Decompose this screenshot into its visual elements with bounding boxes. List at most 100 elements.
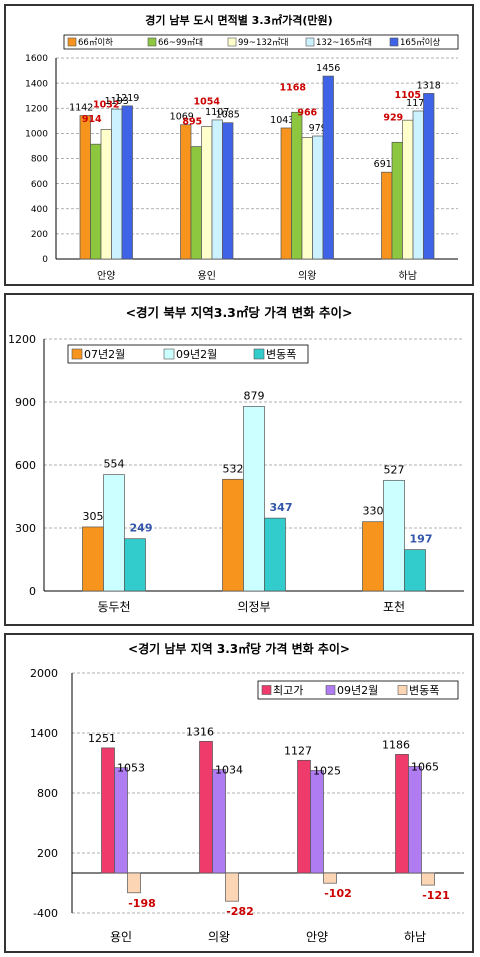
legend-entry-09년2월: 09년2월	[337, 684, 378, 697]
legend-entry-165㎡이상: 165㎡이상	[400, 37, 441, 48]
chart-title: 경기 남부 도시 면적별 3.3㎡가격(만원)	[145, 13, 332, 27]
bar-하남-165㎡이상	[423, 93, 435, 260]
y-tick-label: 1400	[25, 79, 48, 89]
y-tick-label: 1200	[25, 104, 48, 114]
bar-포천-07년2월	[362, 521, 384, 592]
legend-entry-변동폭: 변동폭	[409, 684, 439, 697]
bar-의정부-09년2월	[243, 406, 265, 592]
data-label: 879	[244, 389, 265, 402]
y-tick-label: 0	[42, 255, 48, 265]
data-label: 249	[130, 522, 153, 535]
chart-title: <경기 북부 지역3.3㎡당 가격 변화 추이>	[126, 305, 353, 320]
bar-안양-최고가	[297, 759, 311, 874]
bar-안양-132~165㎡대	[111, 108, 123, 260]
bar-동두천-09년2월	[103, 474, 125, 592]
bar-용인-99~132㎡대	[201, 126, 213, 260]
data-label: 1142	[69, 103, 93, 114]
data-label: -121	[422, 889, 450, 902]
bar-의왕-132~165㎡대	[312, 135, 324, 260]
bar-하남-132~165㎡대	[412, 110, 424, 260]
data-label: 305	[83, 510, 104, 523]
chart-panel-south-change: <경기 남부 지역 3.3㎡당 가격 변화 추이> -400 200 800 1400 2…	[4, 633, 474, 953]
bar-안양-09년2월	[310, 770, 324, 874]
y-tick-label: 1400	[30, 727, 58, 740]
data-label: 1186	[382, 738, 410, 751]
chart-panel-north-change: <경기 북부 지역3.3㎡당 가격 변화 추이> 0 300 600 900 1200 30…	[4, 293, 474, 626]
y-tick-label: 200	[37, 847, 58, 860]
y-tick-label: 1000	[25, 130, 48, 140]
x-tick-label-용인: 용인	[198, 270, 216, 282]
data-label: -198	[128, 897, 156, 910]
data-label: 1107	[205, 107, 229, 118]
y-tick-label: 900	[15, 396, 36, 409]
x-tick-label-동두천: 동두천	[97, 599, 130, 614]
x-tick-label-하남: 하남	[404, 930, 426, 944]
bar-의왕-09년2월	[212, 769, 226, 874]
data-label: -282	[226, 905, 254, 918]
bar-의왕-165㎡이상	[322, 75, 334, 260]
y-tick-label: 0	[29, 585, 36, 598]
data-label: 1456	[316, 63, 340, 74]
bar-의왕-66㎡이하	[280, 127, 292, 260]
data-label: 1127	[284, 744, 312, 757]
bar-포천-09년2월	[383, 479, 405, 592]
data-label: 966	[297, 108, 317, 119]
legend-entry-07년2월: 07년2월	[84, 348, 125, 361]
bar-용인-최고가	[101, 747, 115, 874]
data-label: 1043	[270, 115, 294, 126]
y-tick-label: 800	[37, 787, 58, 800]
bar-하남-99~132㎡대	[402, 119, 414, 260]
bar-안양-66㎡이하	[79, 115, 91, 260]
y-tick-label: -400	[33, 907, 58, 920]
y-tick-label: 400	[31, 205, 48, 215]
x-tick-label-안양: 안양	[306, 930, 328, 944]
data-label: 532	[223, 462, 244, 475]
y-tick-label: 200	[31, 230, 48, 240]
chart-south-price-change: <경기 남부 지역 3.3㎡당 가격 변화 추이> -400 200 800 1400 2…	[30, 641, 464, 944]
chart-title: <경기 남부 지역 3.3㎡당 가격 변화 추이>	[128, 641, 350, 656]
legend-entry-66~99㎡대: 66~99㎡대	[158, 38, 203, 48]
bar-의왕-66~99㎡대	[291, 111, 303, 260]
bar-하남-변동폭	[421, 872, 435, 886]
legend-box	[257, 680, 459, 700]
legend-swatch-99~132㎡대	[227, 37, 237, 47]
data-label: 347	[270, 501, 293, 514]
bar-의왕-99~132㎡대	[301, 137, 313, 260]
legend-entry-09년2월: 09년2월	[176, 348, 217, 361]
data-label: -102	[324, 887, 352, 900]
bar-의정부-07년2월	[222, 478, 244, 592]
data-label: 1053	[117, 762, 145, 775]
bar-안양-165㎡이상	[121, 105, 133, 260]
bar-하남-09년2월	[408, 766, 422, 874]
x-tick-label-하남: 하남	[399, 269, 417, 282]
x-tick-label-의정부: 의정부	[237, 600, 270, 614]
data-label: 1316	[186, 725, 214, 738]
chart-north-price-change: <경기 북부 지역3.3㎡당 가격 변화 추이> 0 300 600 900 1200 30…	[8, 305, 464, 614]
y-tick-label: 600	[31, 180, 48, 190]
bar-하남-66~99㎡대	[391, 141, 403, 260]
data-label: 1054	[194, 97, 221, 108]
legend-entry-99~132㎡대: 99~132㎡대	[238, 38, 288, 48]
data-label: 527	[384, 463, 405, 476]
bar-안양-변동폭	[323, 872, 337, 884]
data-label: 1168	[280, 82, 307, 93]
legend-entry-최고가: 최고가	[273, 684, 303, 697]
y-tick-label: 300	[15, 522, 36, 535]
legend-box	[63, 34, 459, 50]
data-label: 979	[309, 123, 327, 134]
data-label: 330	[363, 505, 384, 518]
data-label: 929	[383, 112, 403, 123]
data-label: 691	[374, 159, 392, 170]
x-tick-label-포천: 포천	[383, 599, 405, 614]
bar-의왕-변동폭	[225, 872, 239, 902]
x-tick-label-용인: 용인	[110, 930, 132, 944]
x-tick-label-의왕: 의왕	[208, 930, 230, 944]
data-label: 1069	[170, 112, 194, 123]
bar-안양-66~99㎡대	[90, 143, 102, 260]
bar-용인-09년2월	[114, 767, 128, 874]
data-label: 1085	[216, 110, 240, 121]
bar-용인-변동폭	[127, 872, 141, 894]
bar-안양-99~132㎡대	[100, 129, 112, 260]
data-label: 1025	[313, 765, 341, 778]
legend-swatch-최고가	[261, 685, 272, 695]
